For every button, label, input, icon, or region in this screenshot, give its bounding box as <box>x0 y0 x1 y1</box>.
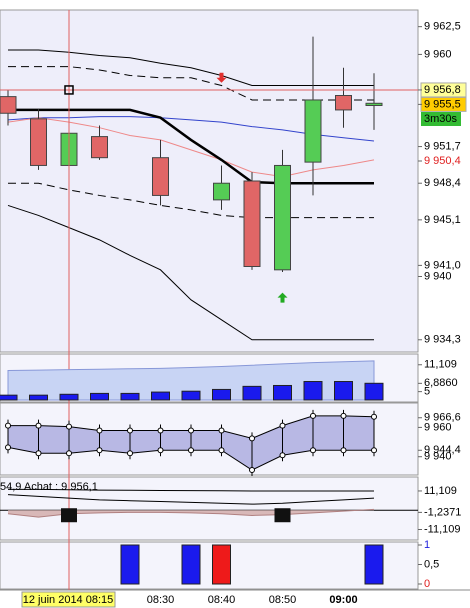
bar <box>120 392 140 401</box>
bar <box>151 391 170 401</box>
band-point <box>279 422 286 429</box>
band-point <box>218 427 225 434</box>
y-tick-label: 1 <box>424 539 430 551</box>
x-tick-label: 08:30 <box>147 594 175 606</box>
band-point <box>96 427 103 434</box>
band-point <box>310 447 316 454</box>
y-tick-label: 9 934,3 <box>424 334 461 346</box>
band-point <box>310 412 316 419</box>
band-point <box>157 447 164 454</box>
band-point <box>66 423 72 430</box>
bar <box>181 390 201 401</box>
band-point <box>5 444 11 451</box>
band-point <box>96 447 103 454</box>
candle-body <box>30 118 47 166</box>
band-point <box>188 427 194 434</box>
y-tick-label: 0 <box>424 578 430 590</box>
signal-square <box>274 508 291 523</box>
signal-square <box>61 508 77 523</box>
oscillator-line <box>8 488 374 492</box>
countdown: 3m30s <box>424 113 458 125</box>
bar <box>0 394 18 401</box>
y-tick-label: 9 944,4 <box>424 444 461 456</box>
candle-body <box>365 102 383 106</box>
countdown-box <box>421 112 461 126</box>
x-tick-label: 08:40 <box>208 594 236 606</box>
band-point <box>279 452 286 459</box>
candle-body <box>274 164 291 271</box>
y-tick-label: 5 <box>424 386 430 398</box>
bar <box>273 384 292 401</box>
crosshair-label-box <box>21 591 116 608</box>
band-point <box>35 450 42 457</box>
band-point <box>127 450 133 457</box>
candle-body <box>91 136 108 159</box>
band-point <box>371 413 377 420</box>
y-tick-label: 9 945,1 <box>424 214 461 226</box>
candle-body <box>0 96 17 114</box>
candle-body <box>152 157 169 196</box>
indicator-line <box>8 182 374 219</box>
crosshair-marker <box>64 85 74 95</box>
y-tick-label: 9 940 <box>424 270 452 282</box>
indicator-line <box>8 66 374 101</box>
y-tick-label: 11,109 <box>424 359 457 371</box>
band-point <box>66 450 72 457</box>
y-tick-label: 9 951,7 <box>424 140 461 152</box>
candle-body <box>304 99 322 163</box>
y-tick-label: 9 948,4 <box>424 177 461 189</box>
y-tick-label: 9 960 <box>424 48 452 60</box>
band-point <box>249 435 255 442</box>
y-tick-label: -11,109 <box>424 523 461 535</box>
bar <box>212 544 231 585</box>
candle-body <box>335 95 352 111</box>
y-tick-label: 9 940 <box>424 451 452 463</box>
bar <box>334 381 353 401</box>
bar <box>303 381 323 401</box>
bar <box>212 388 231 401</box>
bar <box>29 394 48 401</box>
candle-body <box>213 182 230 201</box>
bar <box>364 382 384 401</box>
signal-panel <box>0 541 419 590</box>
y-tick-label: 6,8860 <box>424 377 458 389</box>
annotation: 54,9 Achat : 9 956,1 <box>0 481 98 493</box>
y-tick-label: 9 962,5 <box>424 21 461 33</box>
bar <box>120 544 140 585</box>
crosshair-label: 12 juin 2014 08:15 <box>23 594 114 606</box>
signal-arrow <box>216 72 227 83</box>
x-tick-label: 08:50 <box>269 594 297 606</box>
x-tick-label: 09:00 <box>329 594 357 606</box>
y-tick-label: 9 966,6 <box>424 412 461 424</box>
band-point <box>371 447 377 454</box>
bar <box>59 393 79 401</box>
band-point <box>127 427 133 434</box>
oscillator-line <box>7 494 375 505</box>
y-tick-label: 9 950,4 <box>424 155 461 167</box>
band-point <box>35 422 42 429</box>
band-point <box>340 412 347 419</box>
signal-arrow <box>277 292 288 303</box>
bar <box>364 544 384 585</box>
y-tick-label: -1,2371 <box>424 506 461 518</box>
main-panel <box>0 9 419 353</box>
band-point <box>218 447 225 454</box>
band-point <box>188 447 194 454</box>
y-tick-label: 0,5 <box>424 558 439 570</box>
band-point <box>340 447 347 454</box>
candle-body <box>243 180 261 267</box>
y-tick-label: 9 956,8 <box>424 84 461 96</box>
y-tick-label: 11,109 <box>424 485 457 497</box>
y-tick-label: 9 941,0 <box>424 259 461 271</box>
bar <box>242 385 262 401</box>
band-point <box>249 467 255 474</box>
y-tick-label: 9 955,5 <box>424 98 461 110</box>
band-point <box>5 422 11 429</box>
band-point <box>157 427 164 434</box>
bar <box>90 392 109 401</box>
y-tick-label: 9 960 <box>424 421 452 433</box>
bar <box>181 544 201 585</box>
